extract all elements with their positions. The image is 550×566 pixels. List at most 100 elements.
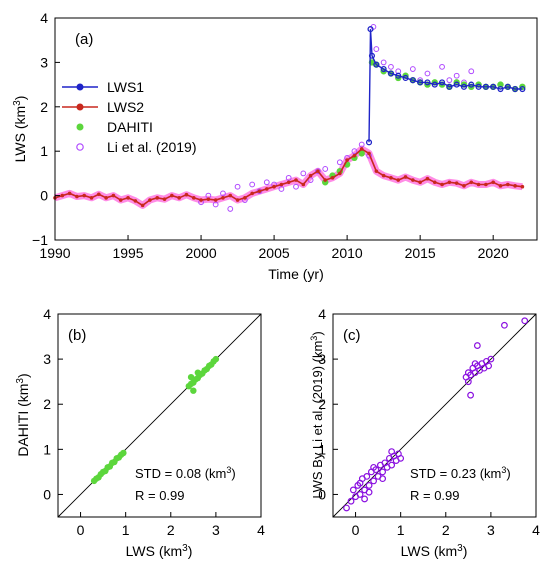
lws2-point [352, 153, 357, 158]
panel-b-std-tail: ) [231, 466, 235, 481]
lws2-uncertainty-band [53, 145, 523, 209]
li-2019-point [424, 70, 431, 77]
panel-c-point [379, 468, 387, 476]
panel-c-std-text: STD = 0.23 (km3) [410, 465, 511, 481]
lws1-point [367, 26, 374, 33]
panel-c-point [464, 378, 472, 386]
panel-a-y-axis-label-main: LWS (km [12, 106, 28, 163]
lws1-point [424, 79, 431, 86]
lws1-point [490, 83, 497, 90]
panel-c-x-tick-label: 3 [487, 522, 495, 538]
panel-b-point [187, 373, 195, 381]
panel-c-point [365, 482, 373, 489]
lws2-point [89, 196, 94, 200]
panel-a-label: (a) [75, 31, 93, 48]
panel-a-x-tick-label: 1990 [39, 245, 70, 261]
lws2-point [447, 180, 452, 185]
lws2-point [513, 184, 517, 188]
lws2-point [381, 173, 386, 178]
legend-label: Li et al. (2019) [107, 139, 197, 155]
lws2-point [126, 196, 130, 200]
panel-a-y-tick-label: 1 [40, 143, 48, 159]
legend-label: LWS1 [107, 79, 144, 95]
panel-c-x-tick-label: 0 [352, 522, 360, 538]
panel-b-y-tick-label: 1 [43, 441, 51, 457]
li-2019-point [322, 166, 329, 172]
lws2-point [403, 175, 408, 179]
lws2-point [184, 192, 189, 197]
panel-a-legend: LWS1 LWS2 DAHITI Li et al. (2019) [62, 79, 197, 155]
legend-swatch-marker [76, 143, 84, 151]
panel-c-point [363, 473, 371, 480]
panel-a-data-layer [53, 23, 526, 212]
lws1-point [431, 81, 438, 88]
panel-a-y-tick-label: 3 [40, 54, 48, 70]
legend-label: LWS2 [107, 99, 144, 115]
lws1-point [460, 83, 468, 90]
panel-b-r-text: R = 0.99 [135, 488, 185, 503]
panel-c-point [379, 475, 387, 483]
lws2-point [484, 182, 488, 187]
lws2-point [177, 196, 181, 200]
panel-b-y-axis-label-tail: ) [15, 373, 31, 378]
panel-b-x-axis-label-main: LWS (km [126, 543, 183, 559]
panel-b-x-tick-label: 3 [212, 522, 220, 538]
panel-c-label: (c) [343, 327, 361, 344]
panel-b-data-layer [57, 313, 262, 518]
lws2-point [345, 158, 349, 162]
lws2-point [279, 182, 284, 187]
lws2-point [148, 198, 152, 202]
panel-a-x-axis-label: Time (yr) [268, 266, 323, 282]
panel-a-y-tick-label: 4 [40, 10, 48, 26]
panel-b-x-axis-label-sup: 3 [182, 543, 188, 554]
lws1-point [368, 52, 376, 59]
lws2-point [476, 182, 481, 187]
lws1-point [475, 83, 482, 90]
panel-c-data-layer [332, 313, 537, 518]
lws2-point [162, 197, 167, 201]
li-2019-point [307, 177, 314, 183]
li-2019-point [358, 141, 365, 148]
lws2-point [140, 203, 145, 208]
lws2-point [235, 198, 240, 202]
lws1-point [417, 79, 424, 86]
li-2019-point [388, 63, 394, 70]
panel-b-ticks: 0 1 2 3 4 0 1 2 3 4 [43, 306, 265, 538]
panel-c-y-axis-label-tail: ) [310, 331, 325, 335]
lws2-point [118, 198, 123, 202]
panel-b-x-tick-label: 4 [257, 522, 265, 538]
lws2-point [67, 191, 72, 196]
panel-a-ticks: 1990 1995 2000 2005 2010 2015 2020 −1 0 1 2 3 4 [32, 10, 509, 261]
panel-c-x-tick-label: 1 [397, 522, 405, 538]
lws2-point [432, 180, 437, 185]
li-2019-point [453, 72, 460, 79]
dahiti-point [358, 150, 365, 157]
legend-label: DAHITI [107, 119, 153, 135]
lws2-point [367, 151, 371, 156]
li-2019-point [373, 46, 380, 52]
lws2-point [206, 197, 211, 201]
panel-a-y-axis-label-tail: ) [12, 96, 28, 101]
li-2019-point [227, 206, 234, 212]
lws2-point [111, 193, 116, 198]
li-2019-point [285, 174, 292, 181]
lws2-point [257, 189, 262, 193]
panel-c-one-to-one-line [332, 313, 537, 518]
lws1-point [453, 81, 460, 88]
li-2019-point [220, 190, 226, 197]
lws2-point [440, 182, 444, 187]
lws2-point [228, 193, 233, 198]
panel-a-y-tick-label: −1 [32, 232, 48, 248]
panel-a-frame [54, 17, 538, 241]
panel-a-x-tick-label: 2020 [478, 245, 509, 261]
lws2-point [272, 184, 276, 189]
lws2-point [330, 176, 335, 180]
lws2-point [60, 193, 65, 198]
panel-c-point [501, 321, 508, 329]
lws1-point [373, 61, 380, 68]
panel-b-x-tick-label: 1 [122, 522, 130, 538]
